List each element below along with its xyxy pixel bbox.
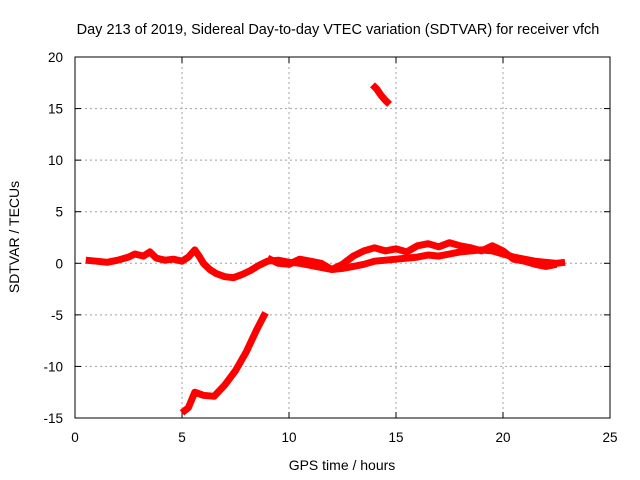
x-tick-label: 20 <box>495 430 510 445</box>
x-tick-label: 0 <box>71 430 79 445</box>
y-tick-label: 5 <box>55 205 63 220</box>
y-tick-label: -10 <box>43 359 63 374</box>
plot-border <box>74 56 611 419</box>
y-tick-label: 15 <box>48 102 63 117</box>
x-tick-label: 25 <box>602 430 617 445</box>
y-tick-label: -15 <box>43 411 63 426</box>
y-tick-label: 20 <box>48 50 63 65</box>
series-line-main-band-b <box>266 239 558 273</box>
series-line-high-arc <box>370 82 393 107</box>
y-tick-label: -5 <box>51 308 63 323</box>
x-tick-label: 15 <box>388 430 403 445</box>
y-axis-ticks: -15 -10 -5 0 5 10 15 20 <box>43 50 610 426</box>
chart-title: Day 213 of 2019, Sidereal Day-to-day VTE… <box>77 22 600 38</box>
grid-lines <box>75 57 610 418</box>
y-axis-label: SDTVAR / TECUs <box>6 181 22 293</box>
x-axis-ticks: 0 5 10 15 20 25 <box>71 57 618 445</box>
series-line-low-arc <box>179 311 269 416</box>
y-tick-label: 0 <box>55 256 63 271</box>
data-series <box>85 82 566 416</box>
x-axis-label: GPS time / hours <box>289 457 396 473</box>
y-tick-label: 10 <box>48 153 63 168</box>
x-tick-label: 5 <box>178 430 186 445</box>
x-tick-label: 10 <box>281 430 296 445</box>
